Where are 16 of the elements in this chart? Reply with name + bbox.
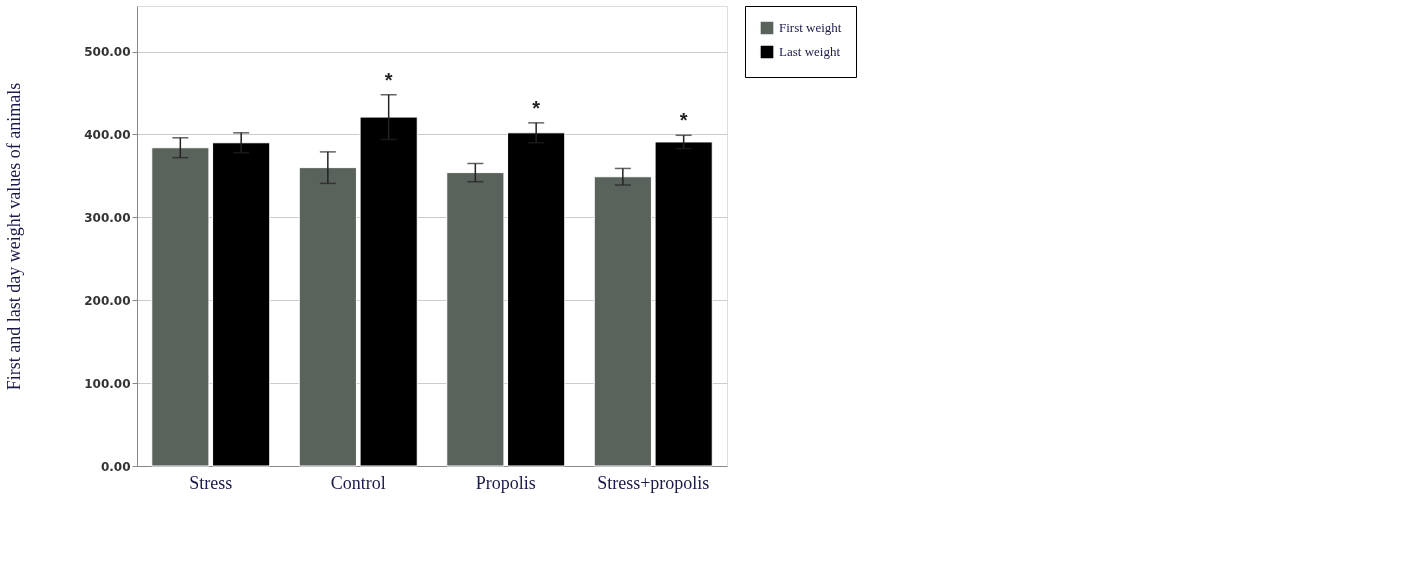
y-tick-label: 0.00 (100, 459, 131, 474)
y-tick-label: 400.00 (84, 127, 131, 142)
x-tick-label: Control (330, 472, 386, 493)
legend-label: Last weight (779, 44, 841, 59)
y-axis-title: First and last day weight values of animals (4, 82, 25, 391)
x-tick-label: Stress (189, 472, 233, 493)
y-tick-label: 300.00 (84, 210, 131, 225)
annotation: * (532, 96, 541, 119)
y-tick-label: 500.00 (84, 45, 131, 60)
x-tick-label: Propolis (475, 472, 536, 493)
x-tick-label: Stress+propolis (597, 472, 710, 493)
annotation: * (384, 68, 393, 91)
legend-label: First weight (779, 20, 842, 35)
y-tick-label: 100.00 (84, 376, 131, 391)
y-tick-label: 200.00 (84, 293, 131, 308)
annotation: * (679, 109, 688, 132)
